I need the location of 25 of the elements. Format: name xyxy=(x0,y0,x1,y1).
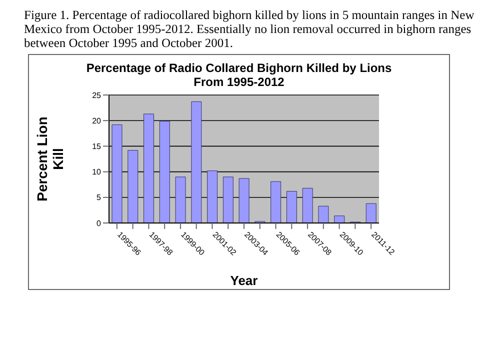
bar xyxy=(112,124,122,223)
bar xyxy=(144,114,154,223)
y-tick-label: 0 xyxy=(96,218,102,228)
y-tick-label: 15 xyxy=(92,142,102,152)
y-tick-label: 25 xyxy=(92,90,102,100)
bar xyxy=(128,150,138,223)
bar xyxy=(270,181,282,223)
bar xyxy=(222,176,234,223)
y-axis-title: Percent Lion Kill xyxy=(34,116,66,202)
y-tick-label: 10 xyxy=(92,168,102,177)
bar xyxy=(238,178,250,223)
x-axis-title: Year xyxy=(230,273,258,288)
y-tick-label: 20 xyxy=(92,116,102,126)
bar xyxy=(207,170,218,223)
bar xyxy=(191,101,202,223)
bar xyxy=(302,188,313,223)
caption: Figure 1. Percentage of radiocollared bighorn killed by lions in 5 mountain ranges in New Mexico from October 1995-2012. Essentially no lion removal occurred in bighorn ranges between October 1995 and October 2001. xyxy=(24,8,476,50)
chart-title: Percentage of Radio Collared Bighorn Killed by Lions From 1995-2012 xyxy=(85,61,393,89)
bar xyxy=(286,191,297,223)
bar xyxy=(318,206,329,223)
bar xyxy=(366,203,376,223)
bar xyxy=(334,216,345,223)
bar xyxy=(175,176,186,223)
bar xyxy=(159,120,170,223)
y-tick-label: 5 xyxy=(96,193,102,202)
